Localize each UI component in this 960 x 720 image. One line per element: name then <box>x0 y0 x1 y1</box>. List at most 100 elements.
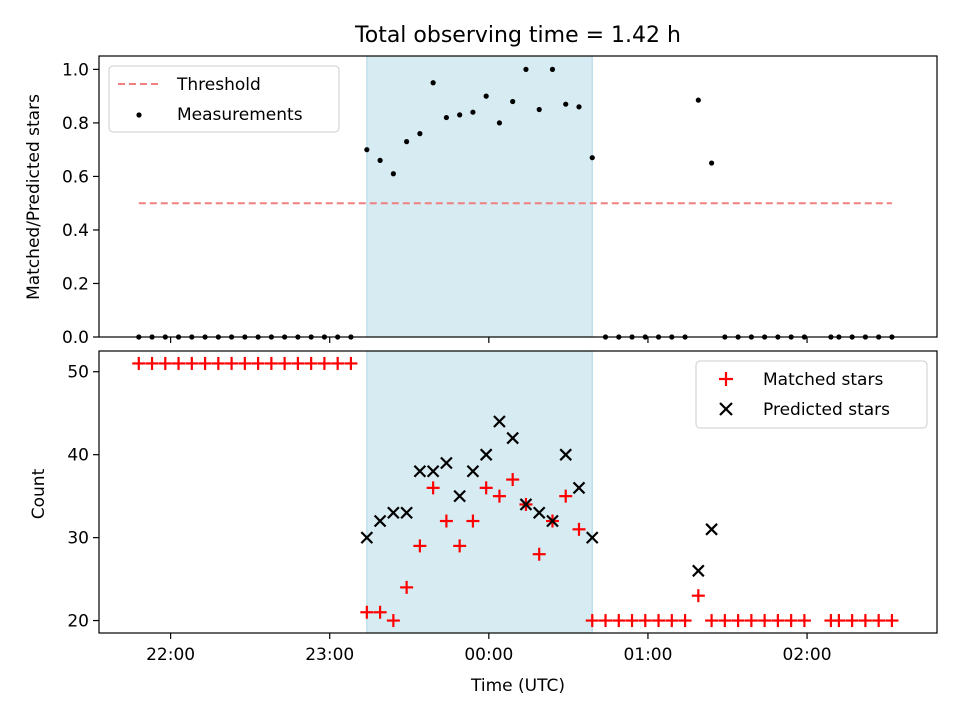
predicted-stars-point <box>387 506 400 520</box>
y-tick-label: 0.2 <box>62 274 89 294</box>
matched-stars-point <box>744 614 758 628</box>
matched-stars-point <box>331 356 345 370</box>
measurement-point <box>576 104 582 110</box>
matched-stars-point <box>652 614 666 628</box>
matched-stars-point <box>278 356 292 370</box>
matched-stars-point <box>304 356 318 370</box>
measurement-point <box>708 160 715 166</box>
matched-stars-point <box>413 539 427 553</box>
bottom-panel-ylabel: Count <box>29 468 49 519</box>
matched-stars-point <box>453 539 467 553</box>
matched-stars-point <box>665 614 679 628</box>
x-tick-label: 01:00 <box>623 645 672 665</box>
measurement-point <box>523 66 529 72</box>
matched-stars-point <box>832 614 846 628</box>
bottom-legend: Matched stars Predicted stars <box>695 360 928 429</box>
predicted-stars-point <box>532 506 546 520</box>
top-panel-frame <box>98 55 938 338</box>
matched-stars-point <box>386 614 400 628</box>
y-tick-label: 0.4 <box>62 221 89 241</box>
matched-stars-point <box>426 481 440 495</box>
y-tick-label: 0.6 <box>62 167 89 187</box>
predicted-stars-point <box>453 489 466 503</box>
x-tick-label: 00:00 <box>464 645 513 665</box>
bottom-panel-frame <box>98 350 938 634</box>
measurement-point <box>377 157 383 163</box>
matched-stars-point <box>718 614 732 628</box>
matched-stars-point <box>466 514 480 528</box>
measurement-point <box>417 131 423 137</box>
legend-predicted-swatch <box>719 402 733 416</box>
predicted-stars-point <box>705 523 718 536</box>
matched-stars-point <box>705 614 719 628</box>
measurement-point <box>563 101 569 107</box>
matched-stars-point <box>400 580 414 594</box>
y-tick-label: 30 <box>67 529 89 549</box>
predicted-stars-point <box>493 415 506 428</box>
x-tick-label: 23:00 <box>305 645 354 665</box>
matched-stars-point <box>198 356 212 370</box>
predicted-stars-point <box>373 514 387 528</box>
y-tick-label: 50 <box>67 363 89 383</box>
y-tick-label: 40 <box>67 446 89 466</box>
matched-stars-point <box>373 605 387 619</box>
matched-stars-point <box>172 356 186 370</box>
top-panel-ylabel: Matched/Predicted stars <box>24 94 44 300</box>
measurement-point <box>510 98 516 105</box>
matched-stars-point <box>145 356 159 370</box>
y-tick-label: 0.8 <box>62 114 89 134</box>
matched-stars-point <box>784 614 798 628</box>
matched-stars-point <box>858 614 872 628</box>
predicted-stars-point <box>585 531 599 544</box>
bottom-panel-shaded-span <box>366 350 593 634</box>
matched-stars-point <box>572 522 586 536</box>
legend-matched-label: Matched stars <box>763 370 883 390</box>
measurement-point <box>549 66 556 72</box>
bottom-panel-star-count: 20 30 40 50 22:00 23:00 00:00 01:00 02:00 Count… <box>29 350 938 696</box>
matched-stars-point <box>885 614 899 628</box>
measurement-point <box>496 120 503 126</box>
matched-stars-point <box>211 356 225 370</box>
matched-stars-point <box>585 614 599 628</box>
matched-stars-point <box>532 547 546 561</box>
measurement-point <box>695 97 701 103</box>
legend-measurements-swatch <box>136 112 142 118</box>
predicted-stars-point <box>360 531 374 544</box>
matched-stars-point <box>291 356 305 370</box>
predicted-stars-point <box>559 448 573 461</box>
matched-stars-point <box>845 614 859 628</box>
predicted-stars-point <box>546 514 559 528</box>
matched-stars-point <box>251 356 265 370</box>
predicted-stars-point <box>692 564 705 578</box>
measurement-point <box>404 139 410 145</box>
matched-stars-point <box>317 356 331 370</box>
matched-stars-point <box>691 589 705 603</box>
x-tick-label: 02:00 <box>783 645 832 665</box>
matched-stars-point <box>758 614 772 628</box>
matched-stars-point <box>638 614 652 628</box>
measurement-point <box>430 80 436 86</box>
top-panel-shaded-span <box>366 55 593 338</box>
matched-stars-point <box>872 614 886 628</box>
matched-stars-point <box>492 489 506 503</box>
matched-stars-point <box>439 514 453 528</box>
predicted-stars-point <box>413 464 427 478</box>
predicted-stars-point <box>519 498 533 511</box>
matched-stars-point <box>731 614 745 628</box>
predicted-stars-point <box>466 464 480 478</box>
matched-stars-point <box>479 481 493 495</box>
predicted-stars-point <box>426 464 440 478</box>
measurement-point <box>470 109 476 115</box>
matched-stars-point <box>132 356 146 370</box>
predicted-stars-point <box>479 448 493 461</box>
matched-stars-point <box>559 489 573 503</box>
legend-matched-swatch <box>719 372 733 386</box>
top-panel-matched-ratio: 0.0 0.2 0.4 0.6 0.8 1.0 Matched/Predicted sta… <box>24 55 938 348</box>
predicted-stars-point <box>440 456 453 470</box>
matched-stars-point <box>678 614 692 628</box>
matched-stars-point <box>158 356 172 370</box>
measurement-point <box>483 93 489 99</box>
matched-stars-point <box>264 356 278 370</box>
matched-stars-point <box>599 614 613 628</box>
